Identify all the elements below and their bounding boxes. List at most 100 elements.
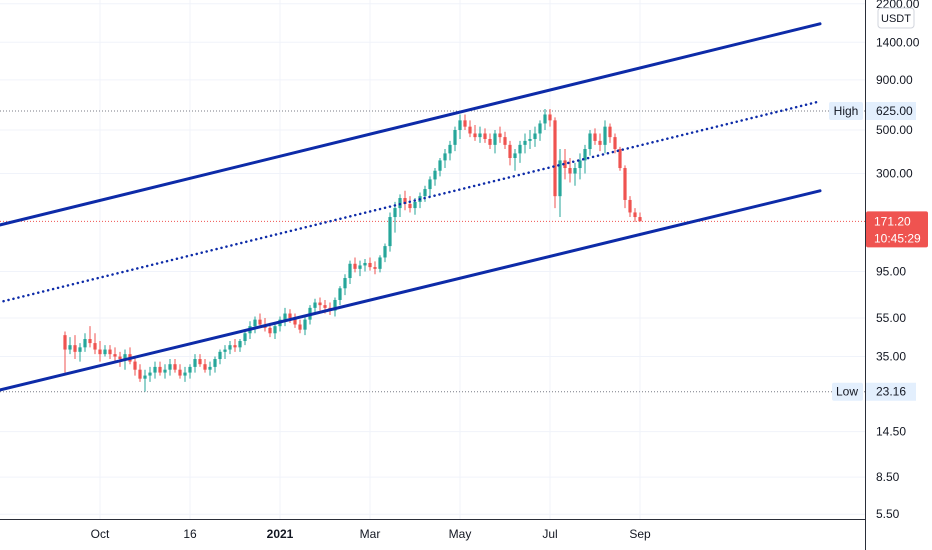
candle[interactable] [208, 361, 212, 376]
candle[interactable] [363, 259, 367, 272]
candle[interactable] [503, 131, 507, 150]
candle[interactable] [133, 356, 137, 376]
candle[interactable] [458, 114, 462, 139]
candle[interactable] [213, 356, 217, 373]
candle[interactable] [198, 354, 202, 367]
candle[interactable] [223, 345, 227, 360]
candle[interactable] [588, 130, 592, 156]
candle[interactable] [558, 149, 562, 218]
candle[interactable] [353, 257, 357, 273]
candle[interactable] [143, 369, 147, 392]
candle[interactable] [188, 364, 192, 379]
candle[interactable] [383, 243, 387, 263]
candle[interactable] [63, 331, 67, 373]
candle[interactable] [283, 307, 287, 327]
candle[interactable] [78, 343, 82, 362]
candle[interactable] [498, 126, 502, 143]
candle[interactable] [543, 108, 547, 131]
candle[interactable] [443, 149, 447, 169]
candle[interactable] [178, 364, 182, 379]
candle[interactable] [433, 168, 437, 186]
candle[interactable] [638, 212, 642, 222]
candle[interactable] [183, 366, 187, 382]
candle[interactable] [98, 341, 102, 362]
candle[interactable] [228, 341, 232, 355]
candle[interactable] [423, 185, 427, 202]
candle[interactable] [573, 162, 577, 186]
candle[interactable] [138, 364, 142, 382]
candle[interactable] [68, 337, 72, 355]
candle[interactable] [398, 194, 402, 218]
candle[interactable] [253, 316, 257, 334]
candle[interactable] [113, 347, 117, 362]
candle[interactable] [128, 347, 132, 365]
candle[interactable] [408, 196, 412, 213]
candle[interactable] [483, 128, 487, 143]
candle[interactable] [488, 133, 492, 150]
candle[interactable] [438, 157, 442, 177]
candle[interactable] [628, 196, 632, 218]
candle[interactable] [583, 144, 587, 174]
candle[interactable] [238, 339, 242, 352]
candle[interactable] [468, 120, 472, 138]
candle[interactable] [273, 322, 277, 340]
candle[interactable] [518, 140, 522, 163]
candle[interactable] [203, 359, 207, 373]
candle[interactable] [358, 260, 362, 277]
candle[interactable] [158, 361, 162, 376]
candle[interactable] [173, 359, 177, 373]
candle[interactable] [93, 333, 97, 355]
candle[interactable] [368, 257, 372, 271]
candle[interactable] [598, 133, 602, 152]
candle[interactable] [193, 354, 197, 373]
candle[interactable] [333, 297, 337, 317]
candle[interactable] [338, 286, 342, 306]
candle[interactable] [153, 361, 157, 379]
candle[interactable] [608, 123, 612, 143]
candle[interactable] [478, 126, 482, 143]
candle[interactable] [618, 146, 622, 171]
candle[interactable] [378, 255, 382, 273]
candle[interactable] [233, 339, 237, 352]
candle[interactable] [623, 165, 627, 209]
candle[interactable] [318, 297, 322, 311]
candle[interactable] [533, 126, 537, 147]
candle[interactable] [163, 364, 167, 379]
candle[interactable] [243, 329, 247, 346]
candle[interactable] [528, 130, 532, 150]
candle[interactable] [578, 153, 582, 180]
candle[interactable] [83, 333, 87, 352]
candle[interactable] [568, 157, 572, 183]
candle[interactable] [453, 126, 457, 152]
candle[interactable] [523, 133, 527, 154]
channel-line-middle[interactable] [0, 100, 822, 340]
candle[interactable] [563, 149, 567, 180]
candle[interactable] [428, 176, 432, 197]
candle[interactable] [218, 349, 222, 365]
candle[interactable] [603, 120, 607, 154]
candle[interactable] [298, 319, 302, 334]
candle[interactable] [493, 130, 497, 154]
candle[interactable] [593, 128, 597, 145]
candle[interactable] [553, 117, 557, 209]
candle[interactable] [348, 260, 352, 285]
candle[interactable] [538, 120, 542, 141]
candle[interactable] [278, 316, 282, 332]
channel-line-upper[interactable] [0, 22, 822, 263]
candle[interactable] [448, 140, 452, 161]
candle[interactable] [343, 274, 347, 296]
candle[interactable] [633, 208, 637, 222]
candle[interactable] [388, 212, 392, 252]
candle[interactable] [168, 359, 172, 376]
candle[interactable] [463, 114, 467, 131]
candle[interactable] [508, 140, 512, 166]
candle[interactable] [88, 326, 92, 348]
candle[interactable] [293, 313, 297, 328]
candle[interactable] [103, 345, 107, 357]
candle[interactable] [393, 201, 397, 233]
candle[interactable] [403, 190, 407, 211]
candle[interactable] [513, 149, 517, 171]
channel-line-lower[interactable] [0, 189, 822, 428]
candle[interactable] [548, 108, 552, 127]
